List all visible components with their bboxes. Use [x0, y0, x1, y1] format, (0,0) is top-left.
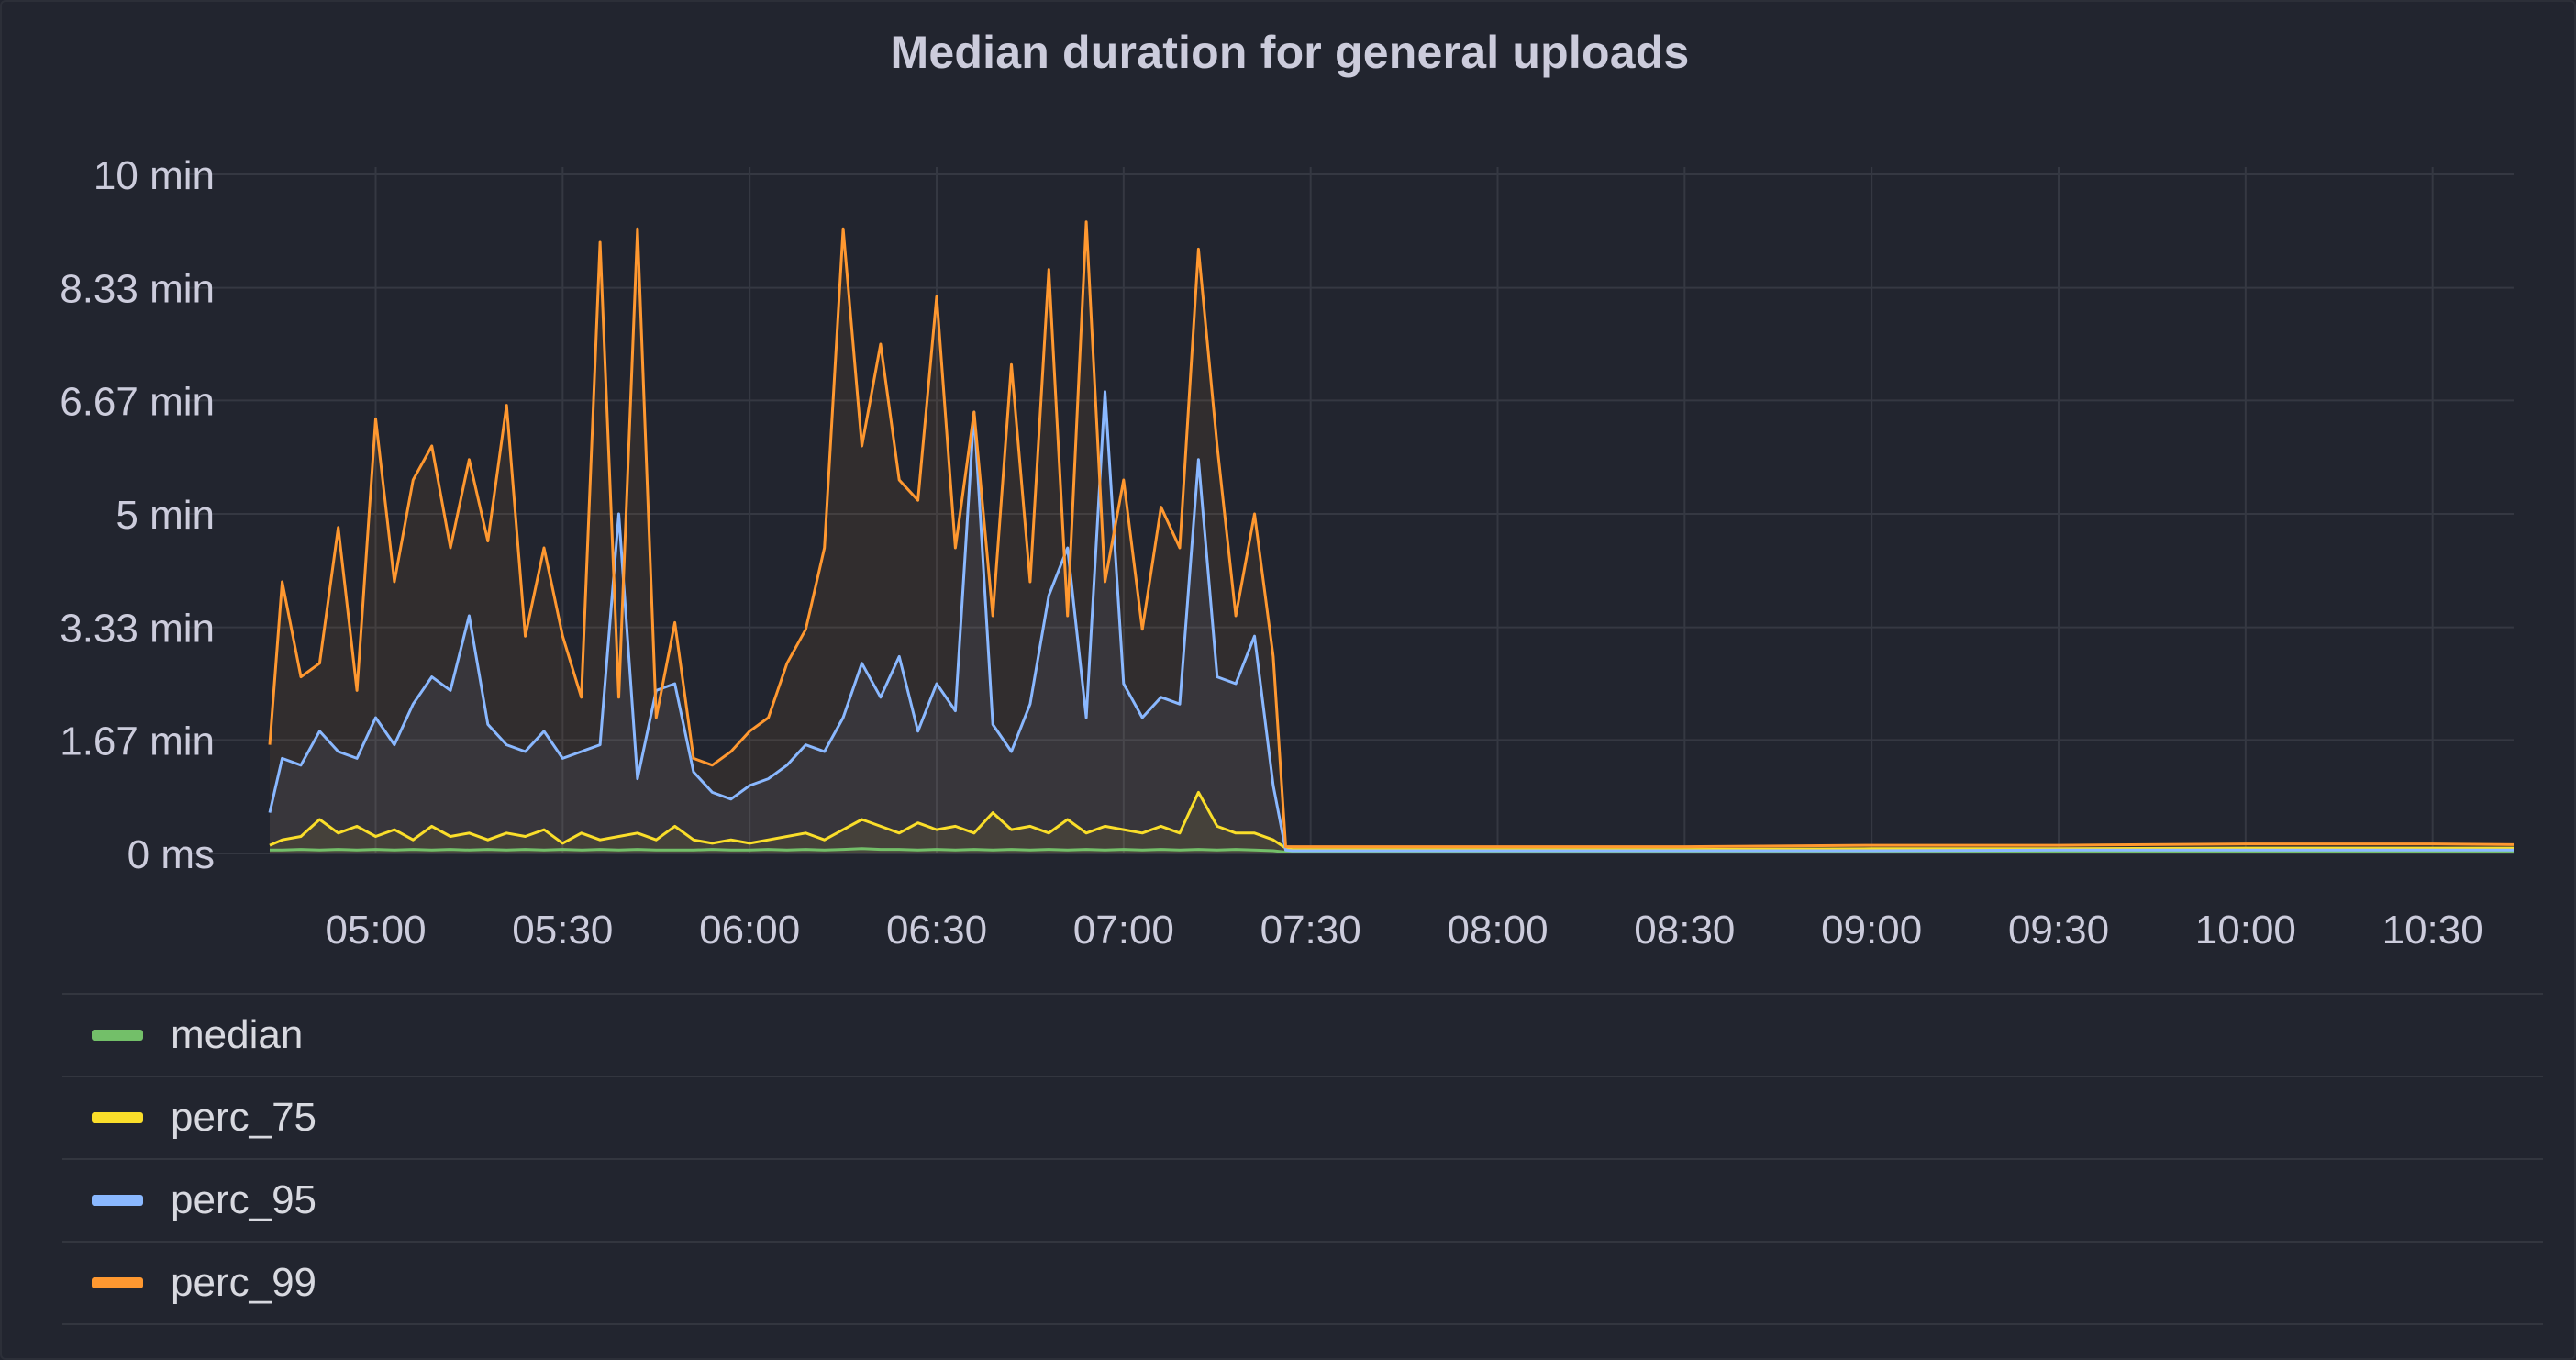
x-tick-label: 10:00	[2195, 908, 2296, 953]
legend-label: perc_99	[171, 1260, 317, 1305]
series-area-perc_99	[270, 221, 2514, 854]
legend-item-median[interactable]: median	[62, 995, 2543, 1077]
legend-item-perc_95[interactable]: perc_95	[62, 1160, 2543, 1243]
y-tick-label: 1.67 min	[60, 719, 215, 764]
legend-swatch	[92, 1112, 143, 1123]
legend-item-perc_99[interactable]: perc_99	[62, 1243, 2543, 1325]
x-tick-label: 08:30	[1634, 908, 1735, 953]
y-tick-label: 5 min	[116, 493, 215, 538]
legend-swatch	[92, 1195, 143, 1206]
y-tick-label: 8.33 min	[60, 267, 215, 312]
legend: median perc_75 perc_95 perc_99	[62, 993, 2543, 1325]
x-tick-label: 05:30	[512, 908, 613, 953]
y-tick-label: 10 min	[94, 153, 215, 198]
x-tick-label: 05:00	[325, 908, 426, 953]
series-line-perc_75	[269, 790, 2514, 852]
x-tick-label: 08:00	[1447, 908, 1548, 953]
chart-title: Median duration for general uploads	[890, 27, 1690, 78]
series-lines	[268, 220, 2515, 853]
x-tick-label: 07:00	[1073, 908, 1174, 953]
y-tick-label: 0 ms	[128, 832, 215, 877]
legend-label: median	[171, 1012, 304, 1057]
legend-swatch	[92, 1030, 143, 1041]
legend-label: perc_95	[171, 1177, 317, 1222]
y-tick-label: 6.67 min	[60, 379, 215, 424]
series-area-perc_95	[270, 391, 2514, 853]
x-tick-label: 07:30	[1260, 908, 1361, 953]
series-line-perc_95	[268, 390, 2514, 853]
x-tick-label: 09:30	[2008, 908, 2109, 953]
legend-item-perc_75[interactable]: perc_75	[62, 1077, 2543, 1160]
x-tick-label: 09:00	[1821, 908, 1922, 953]
legend-swatch	[92, 1277, 143, 1288]
series-area-perc_75	[270, 792, 2514, 853]
legend-label: perc_75	[171, 1095, 317, 1140]
x-tick-label: 06:00	[699, 908, 800, 953]
series-line-median	[270, 847, 2514, 853]
line-chart: 0 ms 1.67 min 3.33 min 5 min 6.67 min 8.33 mi…	[60, 153, 2515, 953]
x-tick-label: 06:30	[886, 908, 987, 953]
grid	[189, 167, 2514, 854]
series-areas	[270, 221, 2514, 854]
x-tick-label: 10:30	[2382, 908, 2483, 953]
y-tick-label: 3.33 min	[60, 607, 215, 652]
y-axis: 0 ms 1.67 min 3.33 min 5 min 6.67 min 8.33 mi…	[60, 153, 215, 877]
x-axis: 05:00 05:30 06:00 06:30 07:00 07:30 08:00 08:30…	[325, 908, 2482, 953]
series-line-perc_99	[268, 220, 2515, 849]
